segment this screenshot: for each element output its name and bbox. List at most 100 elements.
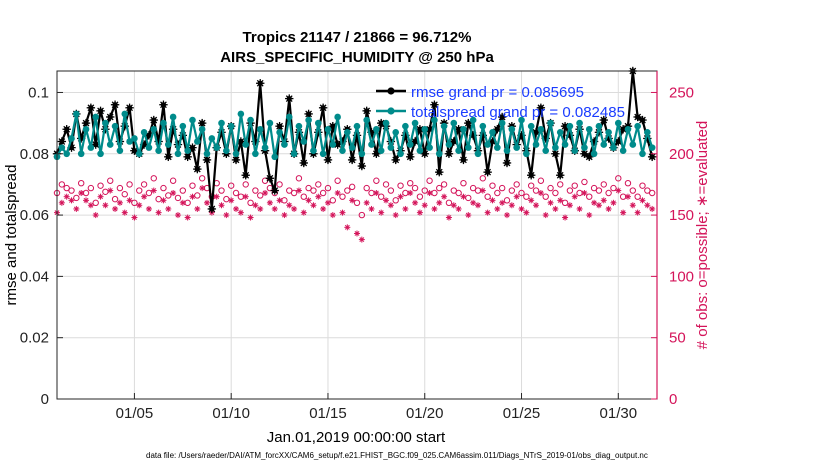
totalspread-point: [431, 116, 438, 124]
obs-evaluated-marker: [354, 230, 360, 237]
rmse-point: [106, 112, 115, 122]
rmse-point: [391, 155, 400, 165]
obs-possible-marker: [126, 181, 133, 188]
totalspread-point: [402, 122, 409, 130]
obs-evaluated-marker: [591, 199, 598, 206]
obs-possible-marker: [305, 184, 312, 192]
totalspread-point: [508, 125, 516, 133]
obs-evaluated-marker: [504, 212, 510, 219]
rmse-point: [372, 149, 381, 158]
obs-possible-marker: [329, 197, 337, 204]
obs-possible-marker: [557, 181, 564, 188]
obs-evaluated-marker: [445, 214, 452, 221]
totalspread-point: [489, 129, 496, 136]
obs-evaluated-marker: [223, 212, 230, 219]
totalspread-point: [232, 150, 240, 158]
obs-evaluated-marker: [470, 199, 477, 206]
totalspread-point: [179, 122, 187, 130]
obs-evaluated-marker: [213, 193, 220, 200]
rmse-point: [376, 118, 386, 128]
totalspread-point: [363, 116, 370, 124]
rmse-point: [270, 186, 279, 195]
totalspread-point: [421, 125, 429, 133]
totalspread-point: [614, 119, 622, 127]
obs-evaluated-marker: [576, 205, 583, 212]
totalspread-point: [494, 144, 501, 151]
obs-evaluated-marker: [305, 197, 312, 204]
obs-possible-marker: [136, 187, 143, 194]
totalspread-point: [68, 135, 75, 142]
obs-evaluated-marker: [358, 236, 365, 243]
y-tick-label-right: 0: [669, 391, 677, 408]
legend-rmse-marker: [387, 87, 395, 95]
obs-evaluated-marker: [494, 205, 501, 212]
obs-possible-marker: [58, 181, 66, 188]
totalspread-point: [634, 122, 641, 130]
obs-evaluated-marker: [571, 193, 578, 200]
obs-evaluated-marker: [102, 202, 109, 209]
obs-possible-marker: [145, 189, 153, 197]
obs-evaluated-marker: [368, 205, 375, 212]
totalspread-point: [556, 129, 564, 136]
totalspread-point: [537, 125, 545, 133]
y-tick-label-right: 150: [669, 207, 694, 224]
obs-possible-marker: [97, 182, 104, 189]
totalspread-point: [547, 119, 554, 127]
obs-evaluated-marker: [489, 197, 496, 204]
x-tick-label: 01/05: [116, 405, 154, 422]
totalspread-point: [319, 150, 327, 158]
totalspread-point: [174, 150, 182, 158]
obs-possible-marker: [140, 181, 148, 188]
totalspread-point: [242, 141, 250, 148]
totalspread-point: [605, 129, 612, 136]
y-axis-label-left: rmse and totalspread: [3, 165, 20, 306]
obs-possible-marker: [286, 187, 293, 194]
totalspread-point: [198, 125, 206, 133]
obs-possible-marker: [590, 184, 598, 192]
obs-evaluated-marker: [460, 193, 467, 200]
rmse-point: [647, 152, 657, 162]
obs-evaluated-marker: [542, 212, 549, 219]
totalspread-point: [479, 122, 487, 130]
chart-title: Tropics 21147 / 21866 = 96.712%: [243, 29, 472, 46]
obs-possible-marker: [426, 177, 433, 184]
obs-possible-marker: [160, 184, 167, 192]
rmse-point: [265, 174, 275, 183]
rmse-point: [420, 149, 429, 158]
x-tick-label: 01/10: [212, 405, 250, 422]
obs-possible-marker: [68, 187, 75, 194]
obs-evaluated-marker: [344, 224, 351, 231]
obs-evaluated-marker: [310, 202, 317, 209]
x-axis-label: Jan.01,2019 00:00:00 start: [267, 429, 446, 446]
obs-evaluated-marker: [402, 205, 409, 212]
obs-possible-marker: [310, 187, 317, 194]
rmse-point: [526, 171, 536, 180]
totalspread-point: [566, 122, 574, 130]
totalspread-point: [247, 116, 254, 124]
rmse-point: [183, 152, 192, 162]
totalspread-point: [344, 129, 351, 136]
totalspread-point: [513, 144, 520, 151]
obs-possible-marker: [344, 187, 351, 194]
x-tick-label: 01/30: [600, 405, 638, 422]
obs-possible-marker: [392, 197, 399, 204]
x-tick-label: 01/20: [406, 405, 444, 422]
totalspread-point: [208, 135, 216, 142]
obs-possible-marker: [121, 191, 128, 198]
obs-possible-marker: [92, 199, 99, 207]
totalspread-point: [440, 122, 448, 130]
obs-evaluated-marker: [339, 209, 346, 216]
obs-possible-marker: [445, 199, 453, 207]
totalspread-point: [581, 144, 588, 151]
rmse-point: [130, 146, 139, 155]
rmse-point: [633, 112, 642, 122]
totalspread-point: [377, 147, 385, 155]
rmse-point: [125, 103, 134, 112]
obs-evaluated-marker: [68, 197, 75, 204]
rmse-point: [231, 155, 241, 165]
obs-evaluated-marker: [581, 190, 588, 197]
obs-evaluated-marker: [649, 205, 656, 212]
series: [52, 66, 657, 214]
totalspread-point: [106, 141, 114, 148]
